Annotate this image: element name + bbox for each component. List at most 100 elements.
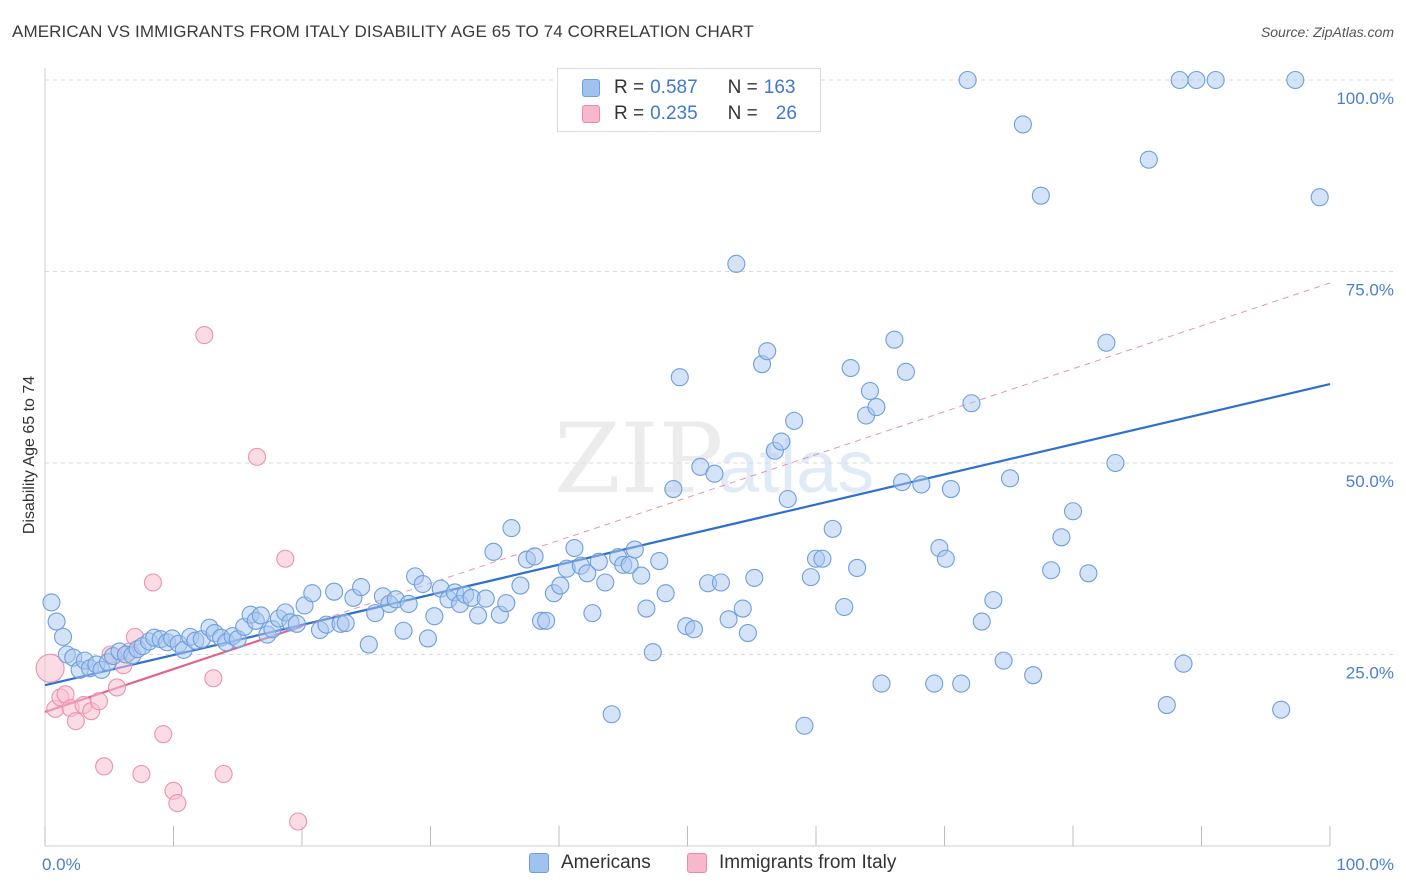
americans-point: [733, 599, 752, 618]
americans-point: [537, 611, 556, 630]
americans-point: [1042, 561, 1061, 580]
americans-point: [468, 606, 488, 625]
americans-point: [896, 362, 916, 381]
chart-title: AMERICAN VS IMMIGRANTS FROM ITALY DISABI…: [12, 22, 754, 41]
italy-point: [247, 447, 267, 466]
italy-point: [143, 573, 162, 592]
n-label: N =: [727, 77, 758, 98]
italy-point: [195, 326, 214, 345]
americans-point: [1106, 453, 1125, 473]
americans-point: [813, 549, 832, 568]
italy-point: [95, 757, 114, 776]
americans-point: [1031, 186, 1050, 205]
americans-point: [801, 568, 820, 587]
n-value: 163: [763, 77, 796, 98]
americans-legend-label: Americans: [561, 852, 651, 873]
gridlines: [45, 79, 1394, 655]
americans-point: [670, 368, 689, 387]
americans-point: [1079, 564, 1098, 583]
americans-point: [772, 432, 791, 451]
italy-trend-extension: [301, 282, 1331, 627]
italy-point: [35, 653, 65, 683]
correlation-legend: R = 0.587 N = 163 R = 0.235 N = 26: [557, 68, 821, 132]
x-tick-label-max: 100.0%: [1336, 855, 1394, 874]
italy-point: [132, 764, 151, 784]
americans-point: [583, 604, 602, 623]
americans-point: [1024, 666, 1043, 685]
y-tick-label: 50.0%: [1346, 472, 1394, 491]
americans-point: [848, 558, 867, 577]
legend-item-italy[interactable]: Immigrants from Italy: [687, 852, 896, 874]
americans-point: [711, 573, 730, 592]
americans-point: [303, 584, 322, 603]
americans-point: [525, 547, 544, 566]
americans-point: [1013, 115, 1032, 134]
italy-legend-label: Immigrants from Italy: [719, 852, 897, 873]
americans-point: [578, 564, 597, 583]
tick-labels: 25.0% 50.0% 75.0% 100.0% 0.0% 100.0%: [42, 89, 1394, 874]
americans-point: [994, 651, 1013, 670]
americans-point: [1052, 528, 1071, 547]
italy-point: [66, 712, 85, 731]
americans-point: [841, 358, 860, 378]
americans-point: [637, 599, 656, 618]
americans-point: [893, 473, 912, 492]
n-value: 26: [775, 103, 797, 124]
legend-row-americans: R = 0.587 N = 163: [582, 76, 795, 100]
r-value: 0.587: [650, 77, 698, 98]
americans-point: [656, 584, 675, 603]
americans-point: [1000, 469, 1020, 488]
americans-point: [1174, 654, 1193, 673]
series-legend: Americans Immigrants from Italy: [0, 852, 1406, 878]
americans-swatch: [582, 79, 600, 97]
italy-point: [276, 549, 295, 568]
americans-point: [984, 591, 1003, 610]
americans-point: [1170, 70, 1189, 90]
americans-point: [1063, 502, 1083, 521]
italy-point: [154, 725, 173, 744]
americans-point: [425, 607, 444, 626]
americans-point: [664, 479, 683, 499]
r-value: 0.235: [650, 103, 698, 124]
americans-point: [962, 394, 981, 413]
americans-point: [1206, 70, 1225, 90]
r-label: R =: [614, 77, 645, 98]
americans-point: [1139, 150, 1158, 169]
axes: [44, 68, 1331, 847]
americans-point: [972, 612, 991, 631]
n-label: N =: [727, 103, 758, 124]
americans-point: [684, 620, 703, 639]
americans-point: [352, 578, 371, 597]
americans-point: [1097, 333, 1116, 352]
americans-point: [359, 635, 378, 654]
americans-point: [625, 540, 644, 559]
americans-point: [399, 594, 418, 613]
legend-row-italy: R = 0.235 N = 26: [582, 102, 797, 126]
americans-point: [47, 612, 66, 631]
americans-point: [1157, 696, 1176, 715]
americans-point: [413, 574, 432, 594]
r-label: R =: [614, 103, 645, 124]
americans-point: [565, 538, 584, 558]
americans-point: [860, 381, 880, 401]
americans-point: [1187, 70, 1206, 90]
americans-point: [325, 582, 344, 601]
americans-point: [872, 674, 891, 693]
americans-point: [42, 593, 61, 612]
americans-point: [394, 621, 413, 640]
legend-item-americans[interactable]: Americans: [529, 852, 651, 874]
y-axis-label: Disability Age 65 to 74: [21, 376, 38, 534]
americans-point: [705, 464, 724, 483]
watermark-zip: ZIP: [554, 403, 723, 515]
americans-point: [366, 604, 385, 623]
americans-point: [650, 551, 669, 571]
americans-point: [835, 597, 854, 617]
americans-point: [1272, 700, 1291, 719]
source-label: Source: ZipAtlas.com: [1260, 24, 1394, 40]
americans-point: [418, 629, 437, 648]
americans-point: [952, 674, 971, 693]
americans-point: [643, 643, 662, 662]
americans-point: [551, 576, 570, 595]
americans-point: [511, 576, 530, 595]
